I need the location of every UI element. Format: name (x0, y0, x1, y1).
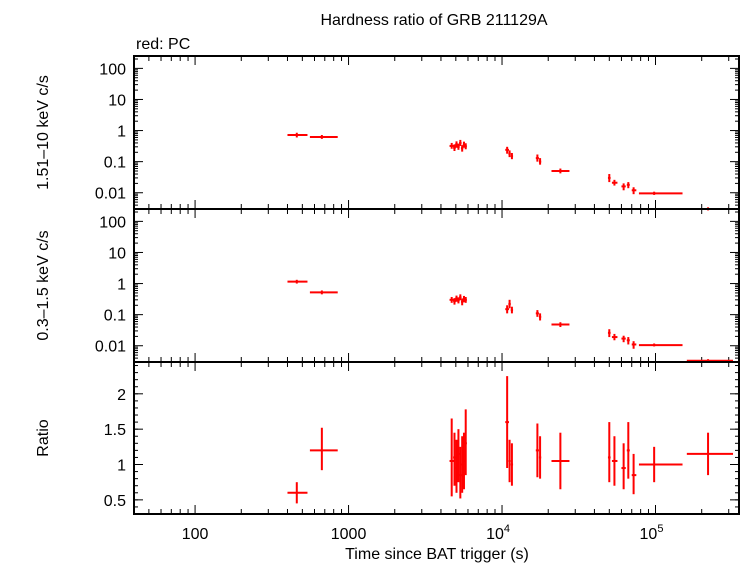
y-tick-label: 1 (117, 124, 126, 141)
data-point (538, 313, 542, 321)
data-point (309, 427, 338, 471)
data-point (287, 279, 308, 284)
data-point (638, 343, 683, 347)
data-point (621, 443, 626, 490)
data-point (607, 422, 611, 483)
data-point (449, 418, 454, 497)
data-point (505, 305, 509, 314)
panel-frame (133, 208, 740, 363)
panel-1: 100 10 1 0.1 0.01 1.51–10 keV c/s (35, 55, 740, 211)
data-point (510, 443, 514, 486)
data-point (607, 174, 611, 183)
data-point (459, 139, 462, 146)
data-point (453, 432, 456, 486)
y-tick-label: 0.01 (95, 186, 126, 203)
data-point (455, 141, 458, 148)
data-point (457, 297, 460, 304)
data-point (505, 146, 509, 154)
data-point (449, 142, 454, 149)
data-point (626, 422, 630, 479)
data-point (460, 145, 464, 152)
data-point (631, 341, 637, 349)
data-point (505, 376, 509, 469)
data-point (309, 290, 338, 295)
y-tick-label: 10 (108, 245, 126, 262)
data-point (621, 335, 626, 343)
panel-frame (133, 55, 740, 210)
data-point (449, 296, 454, 303)
data-point (611, 333, 618, 341)
data-point (638, 191, 683, 195)
data-point (631, 453, 637, 495)
x-tick-label: 100 (182, 526, 209, 543)
data-point (611, 179, 618, 186)
data-point (510, 152, 514, 160)
data-point (538, 436, 542, 479)
y-tick-label: 0.5 (104, 493, 126, 510)
data-point (464, 296, 467, 303)
y-axis-label: 1.51–10 keV c/s (35, 75, 52, 190)
data-point (621, 183, 626, 191)
x-tick-label: 1000 (331, 526, 367, 543)
data-point (459, 294, 462, 301)
data-point (453, 298, 456, 305)
data-point (464, 409, 467, 476)
y-tick-label: 100 (99, 61, 126, 78)
data-point (611, 436, 618, 486)
y-tick-label: 0.1 (104, 155, 126, 172)
chart-subtitle: red: PC (136, 36, 190, 53)
panel-3: 2 1.5 1 0.5 Ratio (35, 361, 740, 515)
data-point (287, 482, 308, 504)
data-point (508, 299, 511, 309)
data-point (551, 168, 570, 174)
y-tick-label: 0.01 (95, 339, 126, 356)
y-tick-label: 100 (99, 214, 126, 231)
panel-2: 100 10 1 0.1 0.01 0.3–1.5 keV c/s (35, 208, 740, 363)
data-point (508, 439, 511, 483)
y-tick-label: 2 (117, 387, 126, 404)
data-point (631, 187, 637, 195)
panel-frame (133, 361, 740, 515)
data-point (459, 446, 462, 499)
y-axis-label: 0.3–1.5 keV c/s (35, 230, 52, 340)
y-tick-label: 1 (117, 277, 126, 294)
x-axis-label: Time since BAT trigger (s) (345, 546, 529, 563)
data-point (535, 423, 539, 478)
data-point (535, 310, 539, 317)
x-tick-label: 105 (640, 523, 664, 543)
data-point (309, 134, 338, 139)
data-point (508, 150, 511, 158)
data-point (457, 143, 460, 150)
data-point (626, 182, 630, 189)
x-tick-label: 104 (486, 523, 510, 543)
data-point (607, 329, 611, 338)
data-point (457, 429, 460, 483)
data-point (551, 432, 570, 490)
data-point (538, 158, 542, 165)
data-point (455, 439, 458, 493)
data-point (626, 337, 630, 345)
y-tick-label: 1 (117, 458, 126, 475)
data-point (551, 322, 570, 328)
y-tick-label: 10 (108, 92, 126, 109)
data-point (453, 144, 456, 152)
data-point (535, 154, 539, 162)
y-tick-label: 0.1 (104, 308, 126, 325)
chart-title: Hardness ratio of GRB 211129A (320, 12, 547, 29)
y-axis-label: Ratio (35, 419, 52, 456)
data-point (686, 432, 734, 476)
data-point (464, 143, 467, 150)
data-point (455, 295, 458, 302)
data-point (510, 306, 514, 314)
data-point (287, 132, 308, 138)
y-tick-label: 1.5 (104, 422, 126, 439)
data-point (638, 446, 683, 483)
